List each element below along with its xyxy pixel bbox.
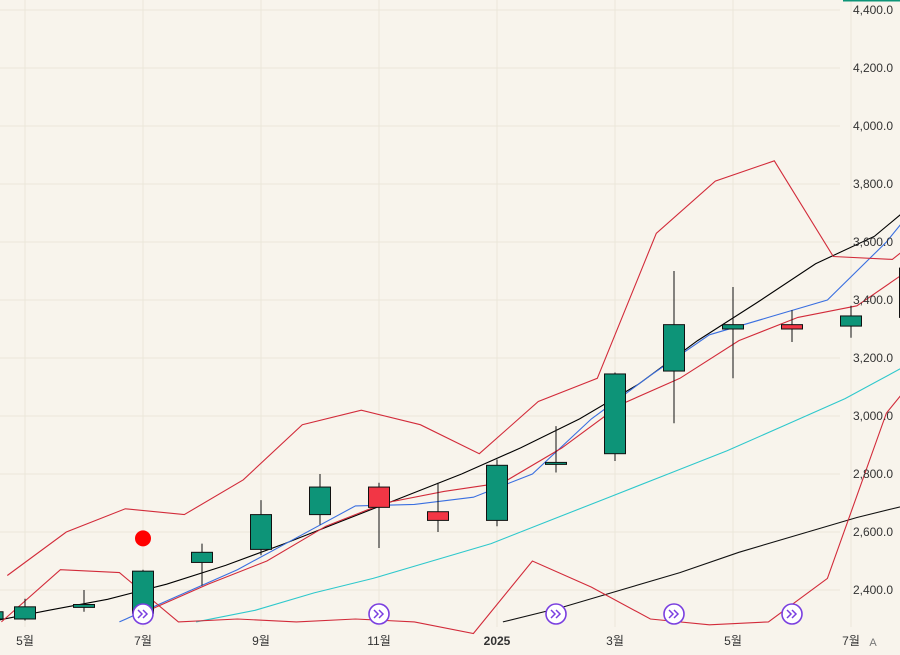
candle-body [605, 374, 626, 454]
event-forward-icon[interactable] [664, 604, 684, 624]
candle-body [664, 325, 685, 371]
x-tick-label: 11월 [367, 634, 391, 648]
x-tick-label: 7월 [134, 634, 152, 648]
y-tick-label: 3,200.0 [853, 351, 893, 365]
candle-body [369, 487, 390, 507]
y-tick-label: 2,800.0 [853, 467, 893, 481]
candle-body [487, 465, 508, 520]
x-tick-label: 2025 [484, 634, 511, 648]
candle-body [428, 512, 449, 521]
y-tick-label: 2,600.0 [853, 525, 893, 539]
candle-body [15, 607, 36, 619]
x-tick-label: 9월 [252, 634, 270, 648]
y-tick-label: 2,400.0 [853, 583, 893, 597]
event-forward-icon[interactable] [782, 604, 802, 624]
x-tick-label: 3월 [606, 634, 624, 648]
candle-body [192, 552, 213, 562]
x-tick-label: 5월 [16, 634, 34, 648]
candle [487, 460, 508, 527]
candle-body [251, 515, 272, 550]
candle-body [546, 462, 567, 464]
candle-body [0, 612, 3, 619]
y-tick-label: 4,200.0 [853, 61, 893, 75]
y-tick-label: 4,000.0 [853, 119, 893, 133]
event-forward-icon[interactable] [546, 604, 566, 624]
event-forward-icon[interactable] [369, 604, 389, 624]
y-tick-label: 4,400.0 [853, 3, 893, 17]
y-tick-label: 3,800.0 [853, 177, 893, 191]
y-tick-label: 3,400.0 [853, 293, 893, 307]
candle [605, 373, 626, 461]
event-forward-icon[interactable] [133, 604, 153, 624]
x-tick-label: 5월 [724, 634, 742, 648]
candle-body [723, 325, 744, 329]
candle-body [310, 487, 331, 515]
y-tick-label: 3,600.0 [853, 235, 893, 249]
signal-dot [135, 530, 151, 546]
candle-body [74, 605, 95, 608]
auto-scale-label[interactable]: A [869, 637, 877, 649]
x-tick-label: 7월 [842, 634, 860, 648]
y-tick-label: 3,000.0 [853, 409, 893, 423]
candle-body [782, 325, 803, 329]
candle-body [841, 316, 862, 326]
